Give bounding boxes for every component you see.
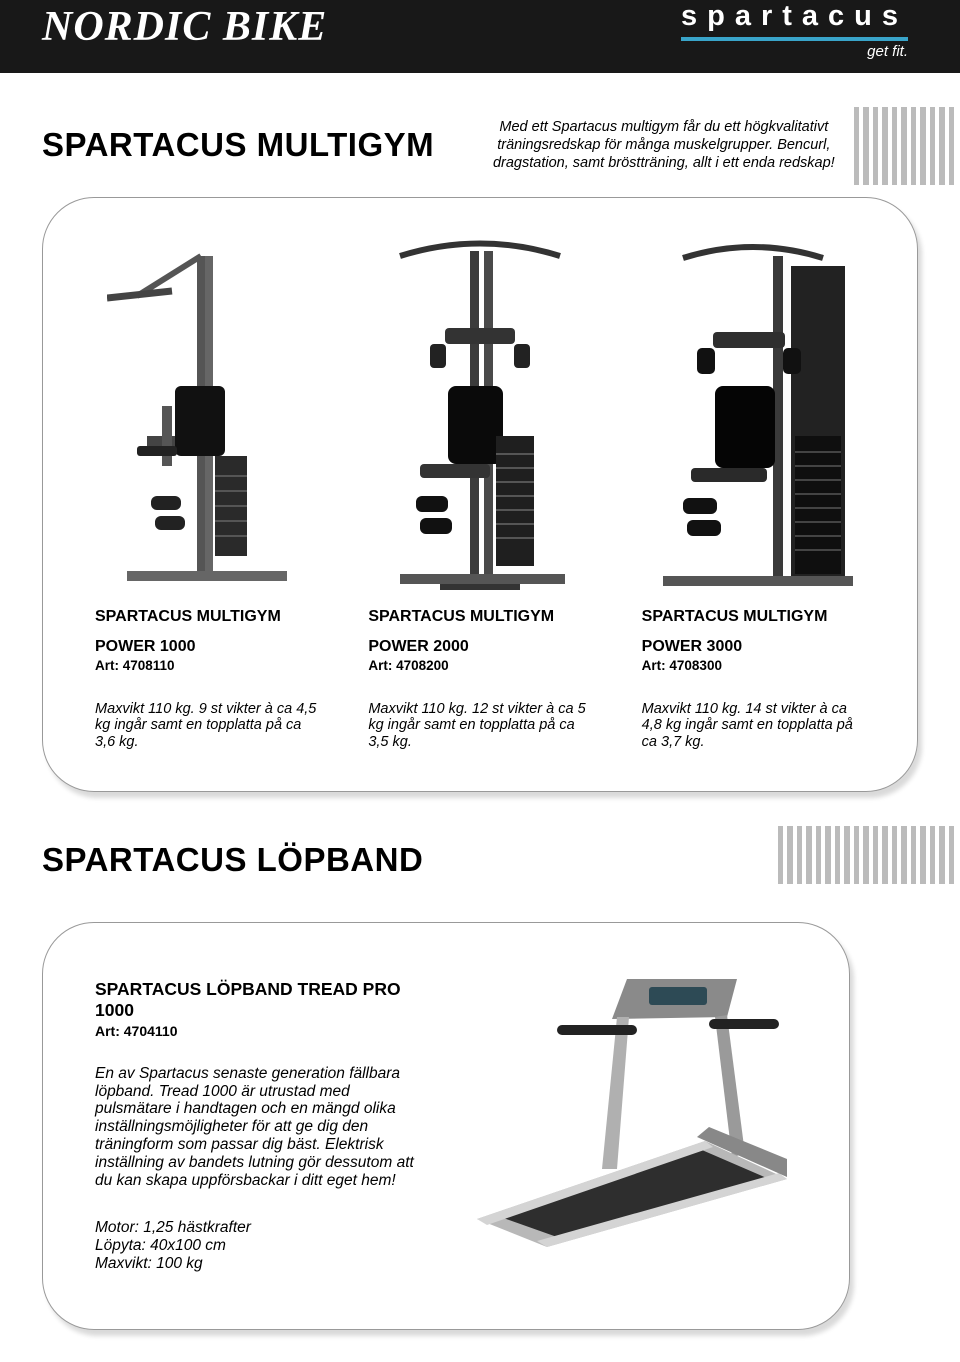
brand-right-logo: spartacus	[681, 2, 908, 31]
treadmill-desc: En av Spartacus senaste generation fällb…	[95, 1065, 425, 1190]
product-2-art: Art: 4708200	[368, 658, 591, 673]
section2-header: SPARTACUS LÖPBAND	[0, 830, 960, 890]
product-1-text: Maxvikt 110 kg. 9 st vikter à ca 4,5 kg …	[95, 701, 318, 751]
product-1-art: Art: 4708110	[95, 658, 318, 673]
brand-left: NORDIC BIKE	[42, 0, 327, 48]
treadmill-specs: Motor: 1,25 hästkrafter Löpyta: 40x100 c…	[95, 1219, 425, 1272]
section1-title: SPARTACUS MULTIGYM	[0, 126, 474, 164]
product-2-text: Maxvikt 110 kg. 12 st vikter à ca 5 kg i…	[368, 701, 591, 751]
product-2-image	[368, 226, 591, 596]
product-row: SPARTACUS MULTIGYM POWER 1000 Art: 47081…	[95, 226, 865, 751]
product-3-name2: POWER 3000	[642, 638, 865, 656]
product-2-name1: SPARTACUS MULTIGYM	[368, 608, 591, 626]
product-3-name1: SPARTACUS MULTIGYM	[642, 608, 865, 626]
logo-underline	[681, 37, 908, 41]
treadmill-art: Art: 4704110	[95, 1023, 425, 1039]
product-3-image	[642, 226, 865, 596]
top-bar: NORDIC BIKE spartacus get fit.	[0, 0, 960, 73]
product-1: SPARTACUS MULTIGYM POWER 1000 Art: 47081…	[95, 226, 318, 751]
product-3: SPARTACUS MULTIGYM POWER 3000 Art: 47083…	[642, 226, 865, 751]
brand-right: spartacus get fit.	[681, 0, 908, 60]
treadmill-info: SPARTACUS LÖPBAND TREAD PRO 1000 Art: 47…	[95, 979, 425, 1273]
multigym-card: SPARTACUS MULTIGYM POWER 1000 Art: 47081…	[42, 197, 918, 792]
section1-header: SPARTACUS MULTIGYM Med ett Spartacus mul…	[0, 111, 960, 179]
product-1-image	[95, 226, 318, 596]
section2-stripes	[778, 826, 960, 884]
treadmill-card: SPARTACUS LÖPBAND TREAD PRO 1000 Art: 47…	[42, 922, 850, 1330]
product-1-name1: SPARTACUS MULTIGYM	[95, 608, 318, 626]
brand-tagline: get fit.	[681, 43, 908, 60]
product-2-name2: POWER 2000	[368, 638, 591, 656]
treadmill-name: SPARTACUS LÖPBAND TREAD PRO 1000	[95, 979, 425, 1021]
product-3-art: Art: 4708300	[642, 658, 865, 673]
section2-title: SPARTACUS LÖPBAND	[0, 841, 463, 879]
product-1-name2: POWER 1000	[95, 638, 318, 656]
product-3-text: Maxvikt 110 kg. 14 st vikter à ca 4,8 kg…	[642, 701, 865, 751]
treadmill-image	[445, 979, 829, 1249]
section1-desc: Med ett Spartacus multigym får du ett hö…	[474, 118, 853, 172]
product-2: SPARTACUS MULTIGYM POWER 2000 Art: 47082…	[368, 226, 591, 751]
section1-stripes	[854, 107, 960, 185]
